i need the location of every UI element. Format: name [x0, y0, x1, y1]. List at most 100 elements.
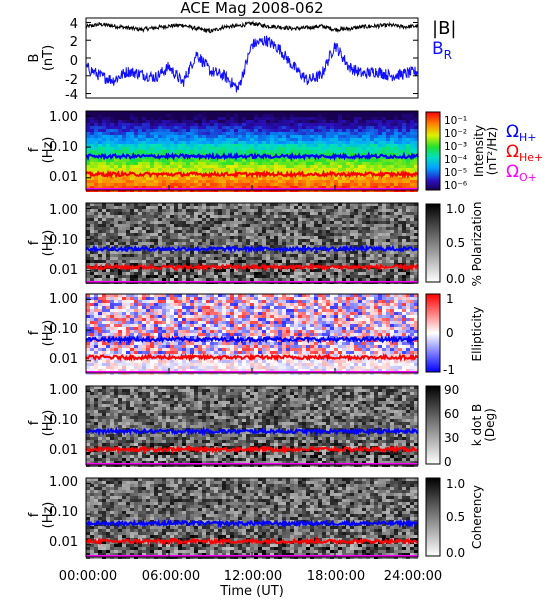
polarization-cell: [238, 206, 242, 209]
intensity-cell: [238, 174, 242, 177]
polarization-cell: [230, 275, 234, 278]
intensity-cell: [362, 141, 366, 144]
ellipticity-cell: [90, 357, 94, 360]
polarization-cell: [378, 203, 382, 206]
polarization-cell: [118, 212, 122, 215]
polarization-cell: [186, 254, 190, 257]
intensity-cell: [374, 165, 378, 168]
polarization-cell: [154, 275, 158, 278]
ellipticity-cell: [98, 363, 102, 366]
ellipticity-cell: [134, 300, 138, 303]
polarization-cell: [294, 269, 298, 272]
polarization-cell: [234, 206, 238, 209]
ellipticity-cell: [146, 369, 150, 372]
polarization-cell: [182, 260, 186, 263]
ellipticity-cell: [90, 306, 94, 309]
polarization-cell: [210, 206, 214, 209]
polarization-cell: [294, 257, 298, 260]
intensity-cell: [366, 180, 370, 183]
polarization-cell: [122, 251, 126, 254]
intensity-cell: [118, 114, 122, 117]
intensity-cell: [358, 147, 362, 150]
polarization-cell: [394, 275, 398, 278]
ellipticity-cell: [94, 348, 98, 351]
intensity-cell: [338, 120, 342, 123]
intensity-cell: [294, 129, 298, 132]
polarization-cell: [326, 251, 330, 254]
intensity-cell: [282, 150, 286, 153]
polarization-cell: [90, 239, 94, 242]
polarization-cell: [294, 230, 298, 233]
polarization-cell: [390, 224, 394, 227]
polarization-cell: [162, 278, 166, 281]
polarization-cell: [166, 263, 170, 266]
polarization-cell: [90, 257, 94, 260]
intensity-cell: [158, 165, 162, 168]
ellipticity-cell: [122, 297, 126, 300]
polarization-cell: [406, 233, 410, 236]
intensity-cell: [414, 150, 418, 153]
ellipticity-cell: [126, 318, 130, 321]
polarization-cell: [134, 260, 138, 263]
polarization-cell: [214, 230, 218, 233]
intensity-cell: [350, 153, 354, 156]
polarization-cell: [266, 278, 270, 281]
intensity-cell: [134, 111, 138, 114]
ellipticity-cell: [150, 309, 154, 312]
polarization-cell: [210, 227, 214, 230]
polarization-cell: [358, 221, 362, 224]
intensity-cell: [182, 177, 186, 180]
intensity-cell: [350, 141, 354, 144]
intensity-cell: [166, 183, 170, 186]
polarization-cell: [94, 206, 98, 209]
polarization-cell: [166, 251, 170, 254]
intensity-cell: [218, 135, 222, 138]
polarization-cell: [290, 209, 294, 212]
polarization-cell: [174, 260, 178, 263]
polarization-cell: [202, 275, 206, 278]
polarization-cell: [162, 257, 166, 260]
polarization-cell: [362, 260, 366, 263]
intensity-cell: [198, 129, 202, 132]
polarization-cell: [186, 230, 190, 233]
polarization-cell: [134, 224, 138, 227]
intensity-cell: [150, 132, 154, 135]
polarization-cell: [142, 209, 146, 212]
intensity-cell: [138, 162, 142, 165]
intensity-cell: [354, 129, 358, 132]
intensity-cell: [366, 114, 370, 117]
polarization-cell: [310, 260, 314, 263]
polarization-cell: [326, 203, 330, 206]
polarization-cell: [238, 233, 242, 236]
polarization-cell: [266, 263, 270, 266]
intensity-cell: [330, 111, 334, 114]
polarization-cell: [94, 254, 98, 257]
polarization-cell: [234, 254, 238, 257]
intensity-cell: [266, 111, 270, 114]
polarization-cell: [290, 239, 294, 242]
intensity-cell: [198, 150, 202, 153]
intensity-cell: [378, 168, 382, 171]
intensity-cell: [378, 129, 382, 132]
polarization-cell: [298, 239, 302, 242]
polarization-cell: [374, 212, 378, 215]
polarization-cell: [198, 263, 202, 266]
polarization-cell: [162, 245, 166, 248]
ellipticity-cell: [118, 333, 122, 336]
ellipticity-cell: [118, 315, 122, 318]
intensity-cell: [334, 144, 338, 147]
polarization-cell: [126, 251, 130, 254]
intensity-cell: [106, 123, 110, 126]
polarization-cell: [370, 215, 374, 218]
polarization-cell: [106, 269, 110, 272]
intensity-cell: [130, 111, 134, 114]
polarization-cell: [222, 257, 226, 260]
polarization-cell: [158, 218, 162, 221]
gyrofrequency-line: [85, 262, 418, 272]
intensity-cell: [394, 129, 398, 132]
intensity-cell: [298, 132, 302, 135]
polarization-cell: [186, 236, 190, 239]
polarization-cell: [222, 272, 226, 275]
intensity-cell: [274, 162, 278, 165]
polarization-cell: [174, 227, 178, 230]
